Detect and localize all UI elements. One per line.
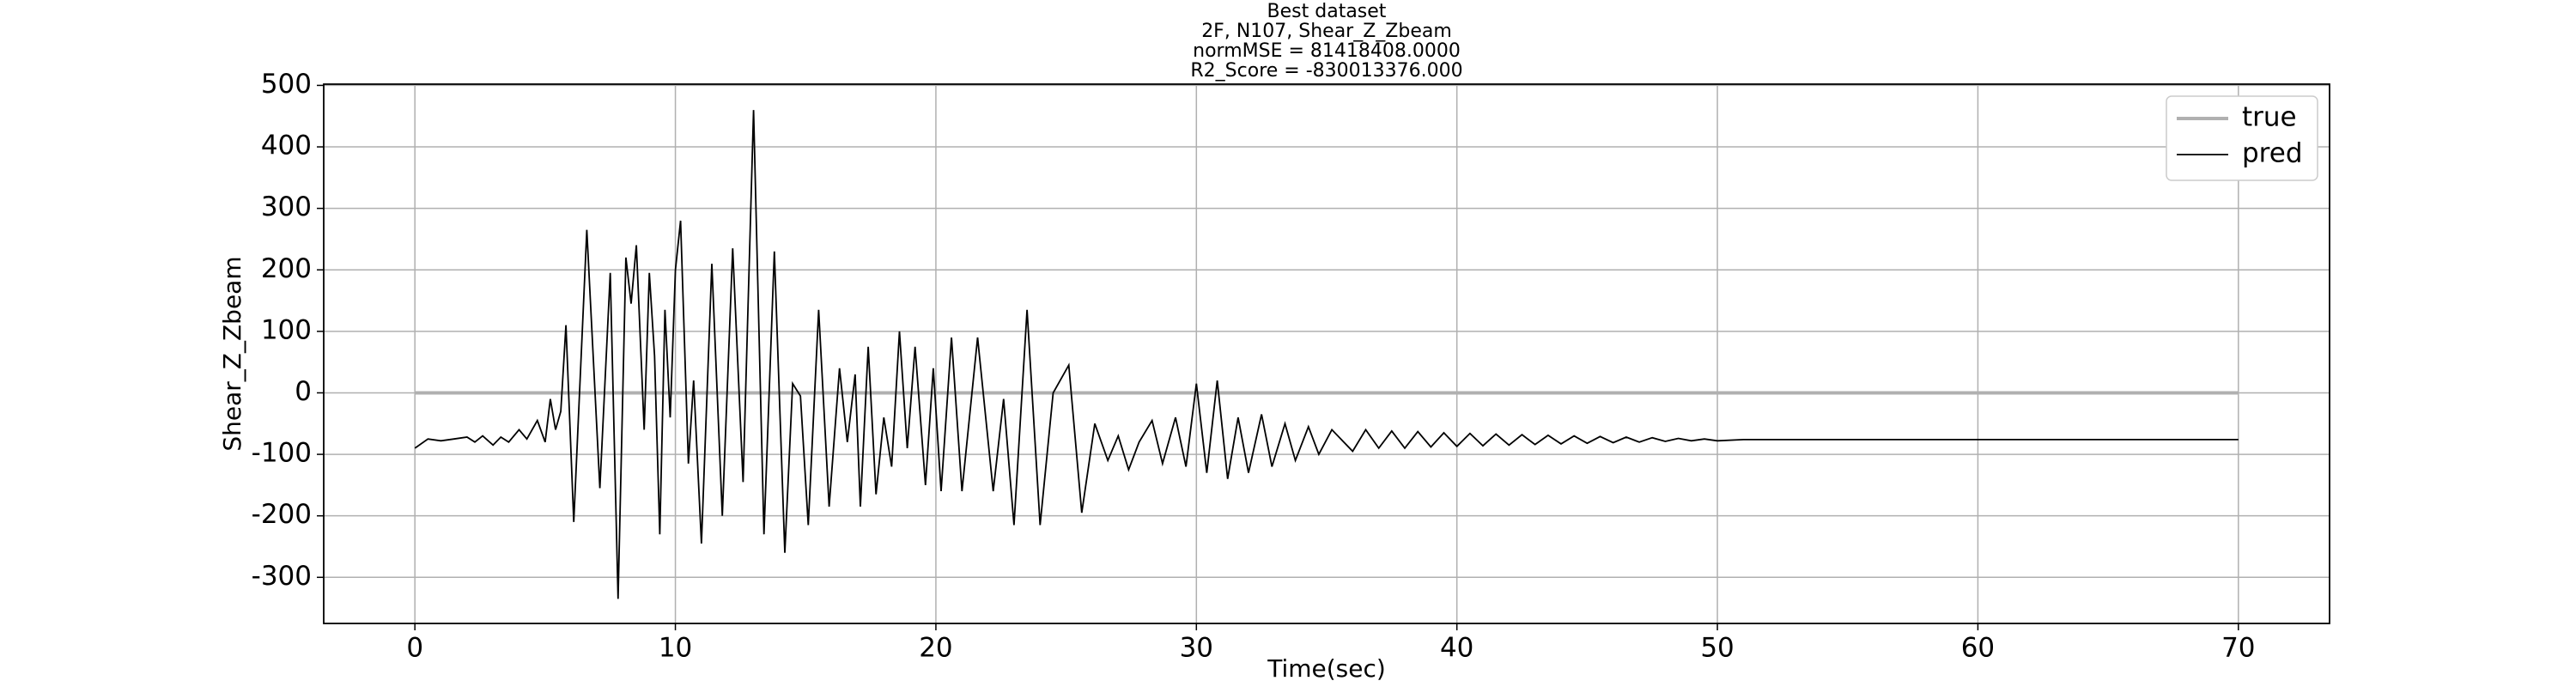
legend: true pred [2166, 95, 2318, 181]
x-tick-label: 70 [2221, 633, 2255, 664]
y-tick-label: -100 [252, 438, 312, 469]
chart-title: normMSE = 81418408.0000 [1193, 40, 1461, 62]
chart-title: R2_Score = -830013376.000 [1190, 60, 1462, 82]
y-tick-label: -200 [252, 499, 312, 530]
axes-frame [323, 83, 2330, 624]
y-tick-label: 200 [261, 253, 312, 284]
legend-label: true [2242, 102, 2297, 133]
x-tick-label: 40 [1440, 633, 1473, 664]
x-tick-label: 20 [919, 633, 952, 664]
y-tick-label: 500 [261, 69, 312, 100]
y-axis-label: Shear_Z_Zbeam [218, 256, 246, 451]
x-tick-label: 10 [659, 633, 692, 664]
y-tick-label: 100 [261, 314, 312, 345]
chart-title: 2F, N107, Shear_Z_Zbeam [1201, 21, 1452, 42]
x-tick-label: 30 [1180, 633, 1213, 664]
legend-label: pred [2242, 138, 2303, 169]
chart-title: Best dataset [1267, 1, 1387, 22]
x-tick-label: 60 [1961, 633, 1995, 664]
x-axis-label: Time(sec) [1267, 654, 1386, 683]
y-tick-label: 300 [261, 192, 312, 222]
y-tick-label: -300 [252, 561, 312, 592]
x-tick-label: 50 [1700, 633, 1734, 664]
line-pred [414, 110, 2239, 599]
y-tick-label: 0 [295, 376, 312, 407]
x-tick-label: 0 [406, 633, 423, 664]
y-tick-label: 400 [261, 131, 312, 161]
